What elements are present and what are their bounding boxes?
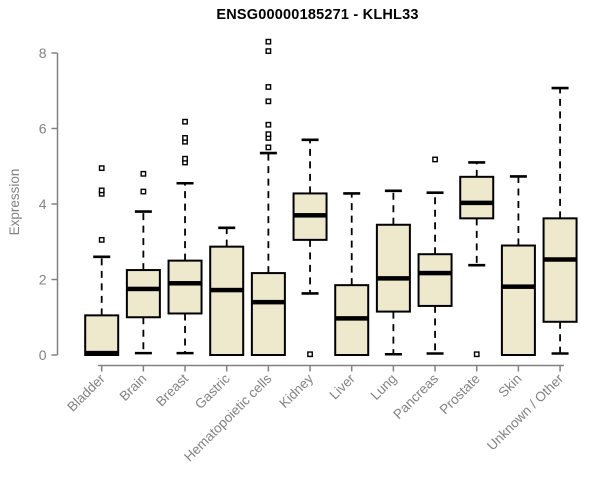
median-line [210, 287, 244, 293]
x-tick-label-pancreas: Pancreas [390, 371, 441, 422]
outlier-point [265, 131, 272, 138]
x-tick-label-breast: Breast [153, 371, 191, 409]
y-tick-label: 4 [39, 196, 47, 212]
boxplot-bladder [84, 165, 120, 356]
median-line [85, 350, 119, 356]
x-tick-label-liver: Liver [327, 371, 359, 403]
boxplot-skin [500, 175, 536, 356]
median-line [543, 257, 577, 262]
y-tick-label: 0 [39, 347, 47, 363]
box [417, 253, 453, 307]
y-tick-label: 8 [39, 45, 47, 61]
outlier-point [265, 38, 272, 45]
box [167, 259, 203, 315]
boxplot-kidney [292, 138, 328, 358]
median-line [376, 276, 410, 281]
y-tick-label: 2 [39, 272, 47, 288]
x-tick-label-bladder: Bladder [64, 371, 108, 415]
chart-title: ENSG00000185271 - KLHL33 [216, 7, 419, 23]
outlier-point [98, 236, 105, 243]
x-tick-label-brain: Brain [117, 371, 150, 404]
median-line [460, 200, 494, 206]
median-line [251, 299, 285, 305]
outlier-point [265, 84, 272, 90]
outlier-point [307, 351, 313, 358]
outlier-point [265, 98, 272, 105]
boxplot-breast [167, 118, 203, 355]
boxplot-gastric [209, 226, 245, 356]
x-tick-label-unknown-other: Unknown / Other [484, 371, 567, 454]
outlier-point [265, 144, 272, 151]
boxplot-liver [334, 192, 370, 357]
boxplot-unknown-other [542, 86, 578, 355]
outlier-point [432, 156, 438, 163]
median-line [335, 316, 369, 321]
x-tick-label-kidney: Kidney [276, 371, 316, 411]
outlier-point [182, 118, 188, 125]
outlier-point [265, 121, 272, 128]
box [84, 314, 120, 356]
boxplot-brain [125, 170, 161, 355]
median-line [293, 213, 327, 218]
median-line [168, 281, 202, 286]
boxplot-hematopoietic-cells [250, 38, 286, 356]
x-tick-label-prostate: Prostate [437, 371, 483, 417]
boxplot-pancreas [417, 156, 453, 355]
x-tick-label-skin: Skin [495, 371, 524, 400]
box [250, 272, 286, 356]
median-line [126, 286, 160, 292]
box [209, 245, 245, 356]
boxplot-lung [375, 189, 411, 356]
outlier-point [140, 188, 147, 195]
median-line [418, 270, 452, 276]
y-tick-label: 6 [39, 121, 47, 137]
x-tick-label-gastric: Gastric [192, 371, 233, 412]
x-tick-label-lung: Lung [368, 371, 400, 403]
outlier-point [473, 351, 480, 358]
boxplot-prostate [459, 161, 495, 358]
outlier-point [182, 155, 188, 162]
box [542, 217, 578, 323]
box [125, 269, 161, 319]
box [375, 223, 411, 313]
outlier-point [265, 48, 272, 55]
outlier-point [140, 170, 147, 177]
median-line [501, 284, 535, 289]
box [500, 244, 536, 356]
outlier-point [98, 187, 105, 194]
outlier-point [182, 135, 188, 141]
outlier-point [98, 165, 105, 172]
box [459, 175, 495, 220]
